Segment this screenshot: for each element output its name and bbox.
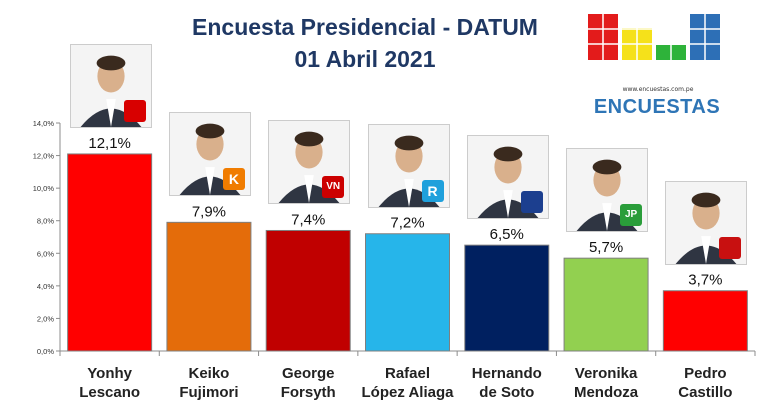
candidate-name: Keiko Fujimori	[161, 364, 257, 402]
candidate-name-line: Lescano	[79, 384, 141, 401]
party-logo-icon	[123, 99, 146, 122]
bar	[166, 221, 252, 352]
data-label: 3,7%	[688, 272, 722, 289]
bar	[662, 290, 748, 352]
data-label: 7,2%	[390, 215, 424, 232]
party-logo-icon: K	[222, 168, 245, 191]
bar	[464, 244, 550, 352]
candidate-name: Pedro Castillo	[657, 364, 753, 402]
candidate-name: George Forsyth	[260, 364, 356, 402]
bar	[563, 257, 649, 352]
data-label: 5,7%	[589, 239, 623, 256]
logo-bars-icon	[588, 14, 720, 60]
chart-date: 01 Abril 2021	[294, 46, 436, 72]
candidate-name-line: Fujimori	[179, 384, 239, 401]
data-label: 7,4%	[291, 211, 325, 228]
candidate-name: Rafael López Aliaga	[360, 364, 456, 402]
candidate-name-line: Pedro	[684, 365, 727, 382]
y-tick-label: 2,0%	[37, 314, 54, 323]
party-logo-icon	[719, 236, 742, 259]
candidate-name-line: Hernando	[471, 365, 542, 382]
candidate-name-line: Mendoza	[573, 384, 639, 401]
candidate-name: Hernando de Soto	[459, 364, 555, 402]
candidate-name-line: Yonhy	[87, 365, 132, 382]
data-label: 6,5%	[490, 226, 524, 243]
chart-title: Encuesta Presidencial - DATUM	[192, 14, 538, 40]
y-tick-label: 12,0%	[33, 152, 55, 161]
encuestas-logo	[573, 8, 738, 123]
logo-wordmark: ENCUESTAS	[593, 96, 721, 118]
logo-url: www.encuestas.com.pe	[622, 86, 694, 93]
candidate-photo	[665, 180, 748, 265]
candidate-name-line: George	[281, 365, 335, 382]
party-logo-icon: R	[421, 179, 444, 202]
candidate-name-line: López Aliaga	[361, 384, 454, 401]
party-logo-icon: JP	[620, 204, 643, 227]
bar	[265, 229, 351, 352]
data-label: 7,9%	[192, 203, 226, 220]
y-tick-label: 8,0%	[37, 217, 54, 226]
candidate-name-line: Rafael	[384, 365, 431, 382]
y-tick-label: 6,0%	[37, 249, 54, 258]
y-tick-label: 4,0%	[37, 282, 54, 291]
candidate-name-line: Forsyth	[280, 384, 336, 401]
candidate-name-line: Castillo	[678, 384, 733, 401]
candidate-name: Yonhy Lescano	[62, 364, 158, 402]
candidate-name-line: Veronika	[574, 365, 638, 382]
candidate-photo	[69, 43, 152, 128]
person-icon	[80, 55, 142, 127]
y-tick-label: 0,0%	[37, 347, 54, 356]
data-label: 12,1%	[88, 135, 131, 152]
bar	[67, 153, 153, 352]
party-logo-icon: VN	[322, 176, 345, 199]
y-tick-label: 10,0%	[33, 184, 55, 193]
person-icon	[378, 135, 439, 207]
party-logo-icon	[520, 191, 543, 214]
candidate-name-line: Keiko	[188, 365, 230, 382]
y-tick-label: 14,0%	[33, 119, 55, 128]
bar	[365, 233, 450, 352]
candidate-name-line: de Soto	[479, 384, 535, 401]
candidate-name: Veronika Mendoza	[558, 364, 654, 402]
